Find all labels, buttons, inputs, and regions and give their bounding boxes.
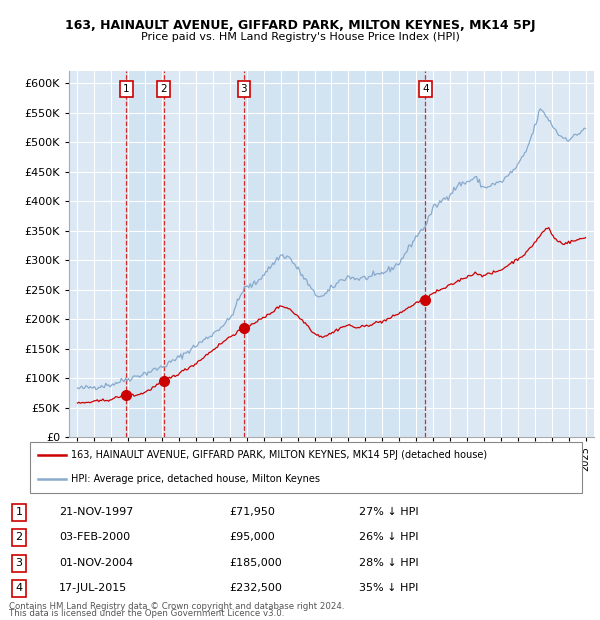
Text: 4: 4 — [16, 583, 22, 593]
Text: 3: 3 — [241, 84, 247, 94]
Text: 1: 1 — [123, 84, 130, 94]
Text: 3: 3 — [16, 558, 22, 569]
Text: £232,500: £232,500 — [229, 583, 283, 593]
Text: HPI: Average price, detached house, Milton Keynes: HPI: Average price, detached house, Milt… — [71, 474, 320, 484]
Bar — [244, 71, 425, 437]
Text: Contains HM Land Registry data © Crown copyright and database right 2024.: Contains HM Land Registry data © Crown c… — [9, 602, 344, 611]
Text: Price paid vs. HM Land Registry's House Price Index (HPI): Price paid vs. HM Land Registry's House … — [140, 32, 460, 42]
Text: 01-NOV-2004: 01-NOV-2004 — [59, 558, 133, 569]
Text: £95,000: £95,000 — [229, 532, 275, 542]
Text: 1: 1 — [16, 507, 22, 517]
Text: This data is licensed under the Open Government Licence v3.0.: This data is licensed under the Open Gov… — [9, 609, 284, 618]
Text: 28% ↓ HPI: 28% ↓ HPI — [359, 558, 418, 569]
Text: £185,000: £185,000 — [229, 558, 282, 569]
Text: 163, HAINAULT AVENUE, GIFFARD PARK, MILTON KEYNES, MK14 5PJ: 163, HAINAULT AVENUE, GIFFARD PARK, MILT… — [65, 19, 535, 32]
Text: 26% ↓ HPI: 26% ↓ HPI — [359, 532, 418, 542]
Text: 2: 2 — [16, 532, 22, 542]
Text: 2: 2 — [160, 84, 167, 94]
Text: 4: 4 — [422, 84, 428, 94]
FancyBboxPatch shape — [30, 442, 582, 493]
Text: 163, HAINAULT AVENUE, GIFFARD PARK, MILTON KEYNES, MK14 5PJ (detached house): 163, HAINAULT AVENUE, GIFFARD PARK, MILT… — [71, 450, 488, 460]
Text: 27% ↓ HPI: 27% ↓ HPI — [359, 507, 418, 517]
Text: 17-JUL-2015: 17-JUL-2015 — [59, 583, 127, 593]
Text: 35% ↓ HPI: 35% ↓ HPI — [359, 583, 418, 593]
Text: 21-NOV-1997: 21-NOV-1997 — [59, 507, 133, 517]
Text: 03-FEB-2000: 03-FEB-2000 — [59, 532, 130, 542]
Text: £71,950: £71,950 — [229, 507, 275, 517]
Bar — [127, 71, 164, 437]
